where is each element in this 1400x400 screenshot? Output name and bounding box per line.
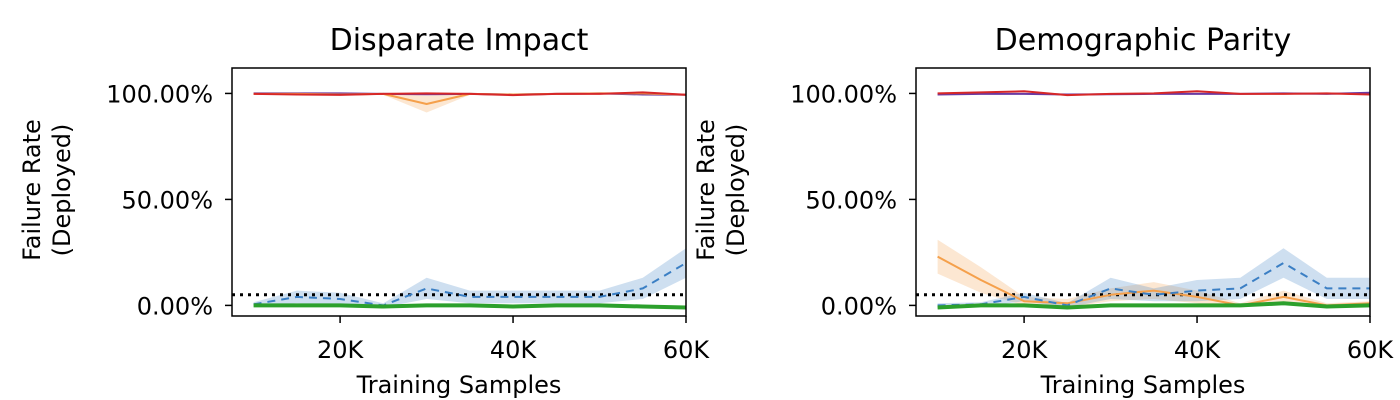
x-tick-label: 40K: [490, 336, 538, 364]
x-tick-label: 60K: [1347, 336, 1395, 364]
y-axis-label-line-1: Failure Rate: [692, 119, 720, 261]
y-tick-label: 50.00%: [121, 186, 213, 214]
series-2-line: [937, 90, 1370, 97]
x-tick-label: 20K: [317, 336, 365, 364]
x-axis-label: Training Samples: [1040, 371, 1246, 399]
y-tick-label: 50.00%: [805, 186, 897, 214]
x-tick-label: 20K: [1001, 336, 1049, 364]
series-group: [232, 91, 686, 310]
series-3-line: [253, 262, 686, 307]
y-axis-label-line-2: (Deployed): [48, 124, 76, 257]
panel-disparate-impact: Disparate Impact Failure Rate (Deployed)…: [18, 23, 710, 399]
series-3-line: [937, 262, 1370, 307]
series-4-line: [937, 301, 1370, 310]
series-1-band: [937, 239, 1370, 308]
y-axis-label-line-1: Failure Rate: [18, 119, 46, 261]
x-tick-label: 40K: [1174, 336, 1222, 364]
axes-frame: [231, 67, 687, 317]
y-tick-label: 100.00%: [106, 80, 213, 108]
x-axis-label: Training Samples: [356, 371, 562, 399]
plot-area: 0.00% 50.00% 100.00% 20K 40K 60K: [106, 67, 711, 364]
series-4-line: [253, 303, 686, 310]
series-2-line: [253, 91, 686, 97]
chart-title: Demographic Parity: [995, 23, 1292, 58]
y-tick-label: 0.00%: [137, 292, 213, 320]
series-3-band: [937, 248, 1370, 308]
series-1-band: [253, 92, 686, 113]
plot-area: 0.00% 50.00% 100.00% 20K 40K 60K: [790, 67, 1395, 364]
series-group: [916, 90, 1370, 310]
y-tick-label: 0.00%: [821, 292, 897, 320]
panel-demographic-parity: Demographic Parity Failure Rate (Deploye…: [692, 23, 1394, 399]
y-tick-label: 100.00%: [790, 80, 897, 108]
y-axis-label-line-2: (Deployed): [722, 124, 750, 257]
chart-title: Disparate Impact: [330, 23, 589, 58]
series-1-line: [937, 255, 1370, 307]
x-tick-label: 60K: [663, 336, 711, 364]
series-3-band: [253, 248, 686, 308]
axes-frame: [915, 67, 1371, 317]
